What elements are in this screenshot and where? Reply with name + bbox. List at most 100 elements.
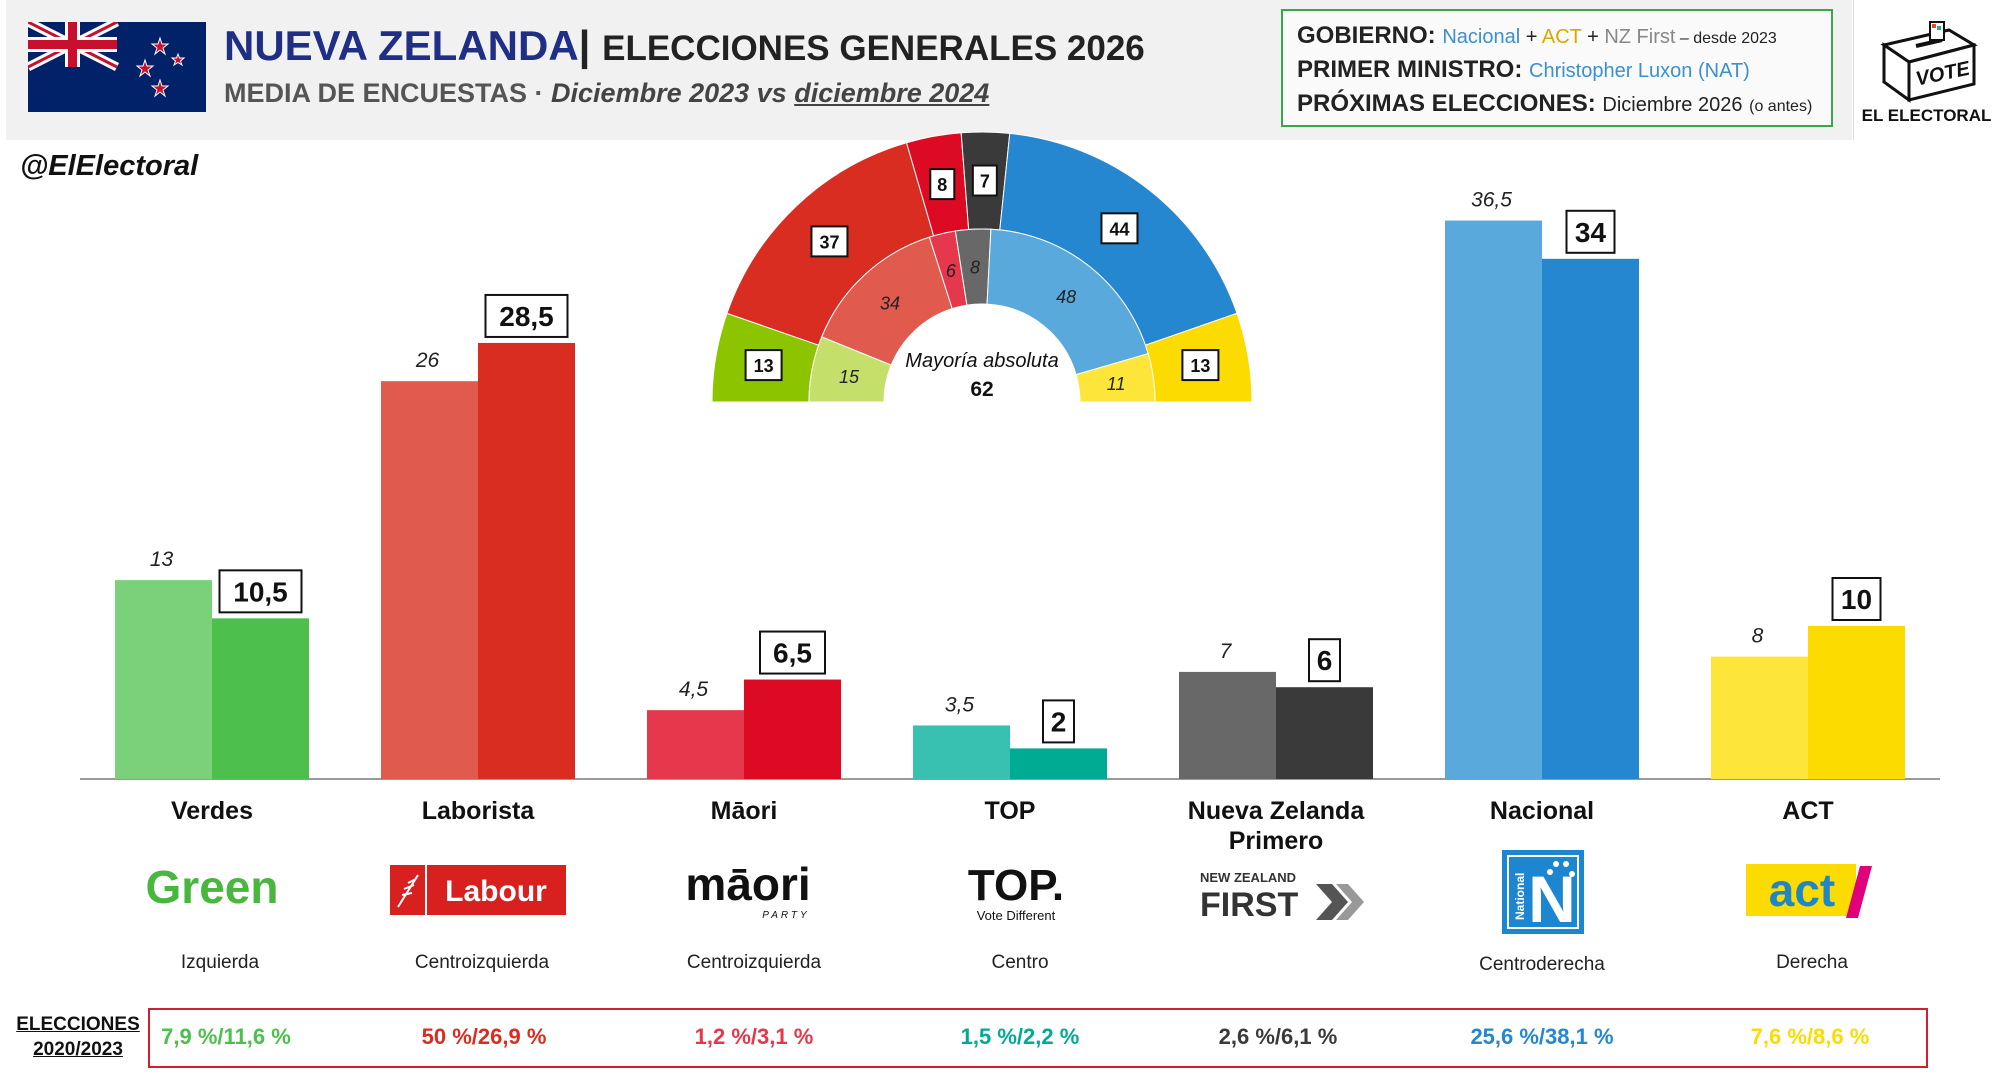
label-nzf-2023: 7: [1220, 640, 1233, 663]
label-box-top-2024: [1042, 699, 1075, 744]
party-name-act: ACT: [1782, 797, 1834, 825]
gobierno-since: – desde 2023: [1675, 30, 1777, 47]
bar-verdes-2023: [115, 580, 212, 779]
ballot-box-icon: VOTE: [1880, 21, 1978, 103]
label-laborista-2023: 26: [415, 349, 440, 372]
pm-value: Christopher Luxon (NAT): [1529, 60, 1750, 82]
label-top-2023: 3,5: [945, 693, 975, 716]
seat-label-outer-verdes: 13: [754, 356, 774, 376]
bar-nacional-2023: [1445, 220, 1542, 780]
ideology-nacional: Centroderecha: [1479, 954, 1605, 975]
subtitle-dot: ·: [527, 78, 552, 108]
government-info-box: GOBIERNO: Nacional + ACT + NZ First – de…: [1281, 9, 1833, 127]
seat-segment-outer-nzfirst: [960, 131, 1011, 231]
vote-logo-caption: EL ELECTORAL: [1861, 106, 1992, 125]
bar-top-2023: [913, 725, 1010, 779]
el-electoral-logo: VOTE EL ELECTORAL: [1853, 0, 1999, 140]
bar-nzf-2023: [1179, 671, 1276, 779]
top-party-logo: TOP. Vote Different: [968, 861, 1064, 923]
slash-icon: [1846, 866, 1872, 918]
ideology-top: Centro: [991, 952, 1049, 973]
seat-label-inner-verdes: 15: [839, 367, 860, 387]
next-label: PRÓXIMAS ELECCIONES:: [1297, 90, 1596, 117]
title-separator: |: [578, 22, 591, 69]
labour-logo-text: Labour: [445, 875, 547, 908]
majority-label: Mayoría absoluta: [905, 350, 1058, 372]
next-election-line: PRÓXIMAS ELECCIONES: Diciembre 2026 (o a…: [1297, 87, 1817, 121]
prime-minister-line: PRIMER MINISTRO: Christopher Luxon (NAT): [1297, 53, 1817, 87]
bar-act-2023: [1711, 656, 1808, 779]
elections-value-laborista: 50 %/26,9 %: [421, 1024, 547, 1049]
bar-nacional-2024: [1542, 258, 1639, 779]
label-nzf-2024: 6: [1317, 645, 1333, 676]
party-name-maori: Māori: [710, 797, 778, 825]
label-maori-2023: 4,5: [679, 678, 709, 701]
green-logo-text: Green: [146, 861, 279, 913]
maori-party-logo: māori PARTY: [685, 858, 810, 921]
seat-label-box-outer-nacional: [1100, 212, 1139, 245]
act-party-logo: act: [1746, 864, 1872, 918]
maori-logo-subtext: PARTY: [762, 910, 809, 921]
party-name-verdes: Verdes: [170, 797, 253, 825]
seat-label-inner-laborista: 34: [880, 294, 900, 314]
gobierno-party-act: ACT: [1541, 26, 1582, 48]
chevron-right-icon: [1316, 884, 1348, 920]
seat-segment-outer-verdes: [711, 312, 820, 403]
seat-label-outer-nacional: 44: [1109, 219, 1129, 239]
bar-laborista-2023: [381, 381, 478, 779]
seat-label-box-outer-laborista: [810, 225, 849, 258]
label-nacional-2023: 36,5: [1471, 189, 1512, 212]
bar-nzf-2024: [1276, 687, 1373, 779]
ideology-verdes: Izquierda: [180, 952, 260, 973]
pm-label: PRIMER MINISTRO:: [1297, 56, 1523, 83]
gobierno-label: GOBIERNO:: [1297, 22, 1436, 49]
subtitle-from: Diciembre 2023 vs: [551, 78, 795, 108]
bar-maori-2024: [744, 679, 841, 779]
act-logo-text: act: [1769, 864, 1835, 916]
twitter-handle: @ElElectoral: [20, 150, 199, 182]
elections-value-nacional: 25,6 %/38,1 %: [1470, 1024, 1614, 1049]
bar-top-2024: [1010, 748, 1107, 779]
gobierno-party-nacional: Nacional: [1442, 26, 1521, 48]
label-nacional-2024: 34: [1575, 217, 1607, 248]
seat-segment-inner-verdes: [808, 336, 892, 403]
gobierno-party-nzfirst: NZ First: [1604, 26, 1676, 48]
subtitle-to: diciembre 2024: [794, 78, 990, 108]
elections-box: [148, 1008, 1928, 1068]
government-line: GOBIERNO: Nacional + ACT + NZ First – de…: [1297, 19, 1817, 53]
plus-2: +: [1581, 26, 1605, 48]
party-name-nzfirst: Nueva Zelanda Primero: [1146, 796, 1406, 856]
label-box-laborista-2024: [484, 293, 569, 338]
elections-label: ELECCIONES 2020/2023: [14, 1012, 142, 1062]
party-name-top: TOP: [984, 797, 1036, 825]
seat-label-inner-nzfirst: 8: [970, 258, 980, 278]
seat-segment-outer-laborista: [726, 142, 935, 346]
next-value: Diciembre 2026: [1602, 94, 1743, 116]
party-name-nzfirst-line1: Nueva Zelanda: [1187, 797, 1365, 825]
elections-value-top: 1,5 %/2,2 %: [960, 1024, 1080, 1049]
seat-label-box-outer-maori: [929, 168, 956, 201]
fern-icon: [397, 874, 419, 908]
label-box-act-2024: [1831, 577, 1882, 621]
seat-label-outer-laborista: 37: [819, 232, 839, 252]
seat-segment-inner-nacional: [986, 228, 1149, 376]
seat-segment-inner-act: [1075, 353, 1156, 403]
seat-label-inner-maori: 6: [946, 261, 957, 281]
bar-laborista-2024: [478, 342, 575, 779]
label-verdes-2024: 10,5: [233, 576, 288, 607]
bar-act-2024: [1808, 626, 1905, 779]
seat-segment-inner-maori: [928, 230, 968, 310]
seat-label-box-outer-act: [1181, 349, 1220, 382]
label-top-2024: 2: [1051, 706, 1067, 737]
label-box-nzf-2024: [1308, 638, 1341, 683]
elections-value-act: 7,6 %/8,6 %: [1750, 1024, 1870, 1049]
next-note: (o antes): [1749, 98, 1813, 115]
plus-1: +: [1520, 26, 1542, 48]
top-logo-subtext: Vote Different: [977, 908, 1056, 923]
ideology-act: Derecha: [1776, 952, 1848, 973]
label-laborista-2024: 28,5: [499, 301, 554, 332]
elections-label-line2: 2020/2023: [33, 1039, 123, 1060]
label-maori-2024: 6,5: [773, 638, 812, 669]
seat-label-outer-act: 13: [1190, 356, 1210, 376]
